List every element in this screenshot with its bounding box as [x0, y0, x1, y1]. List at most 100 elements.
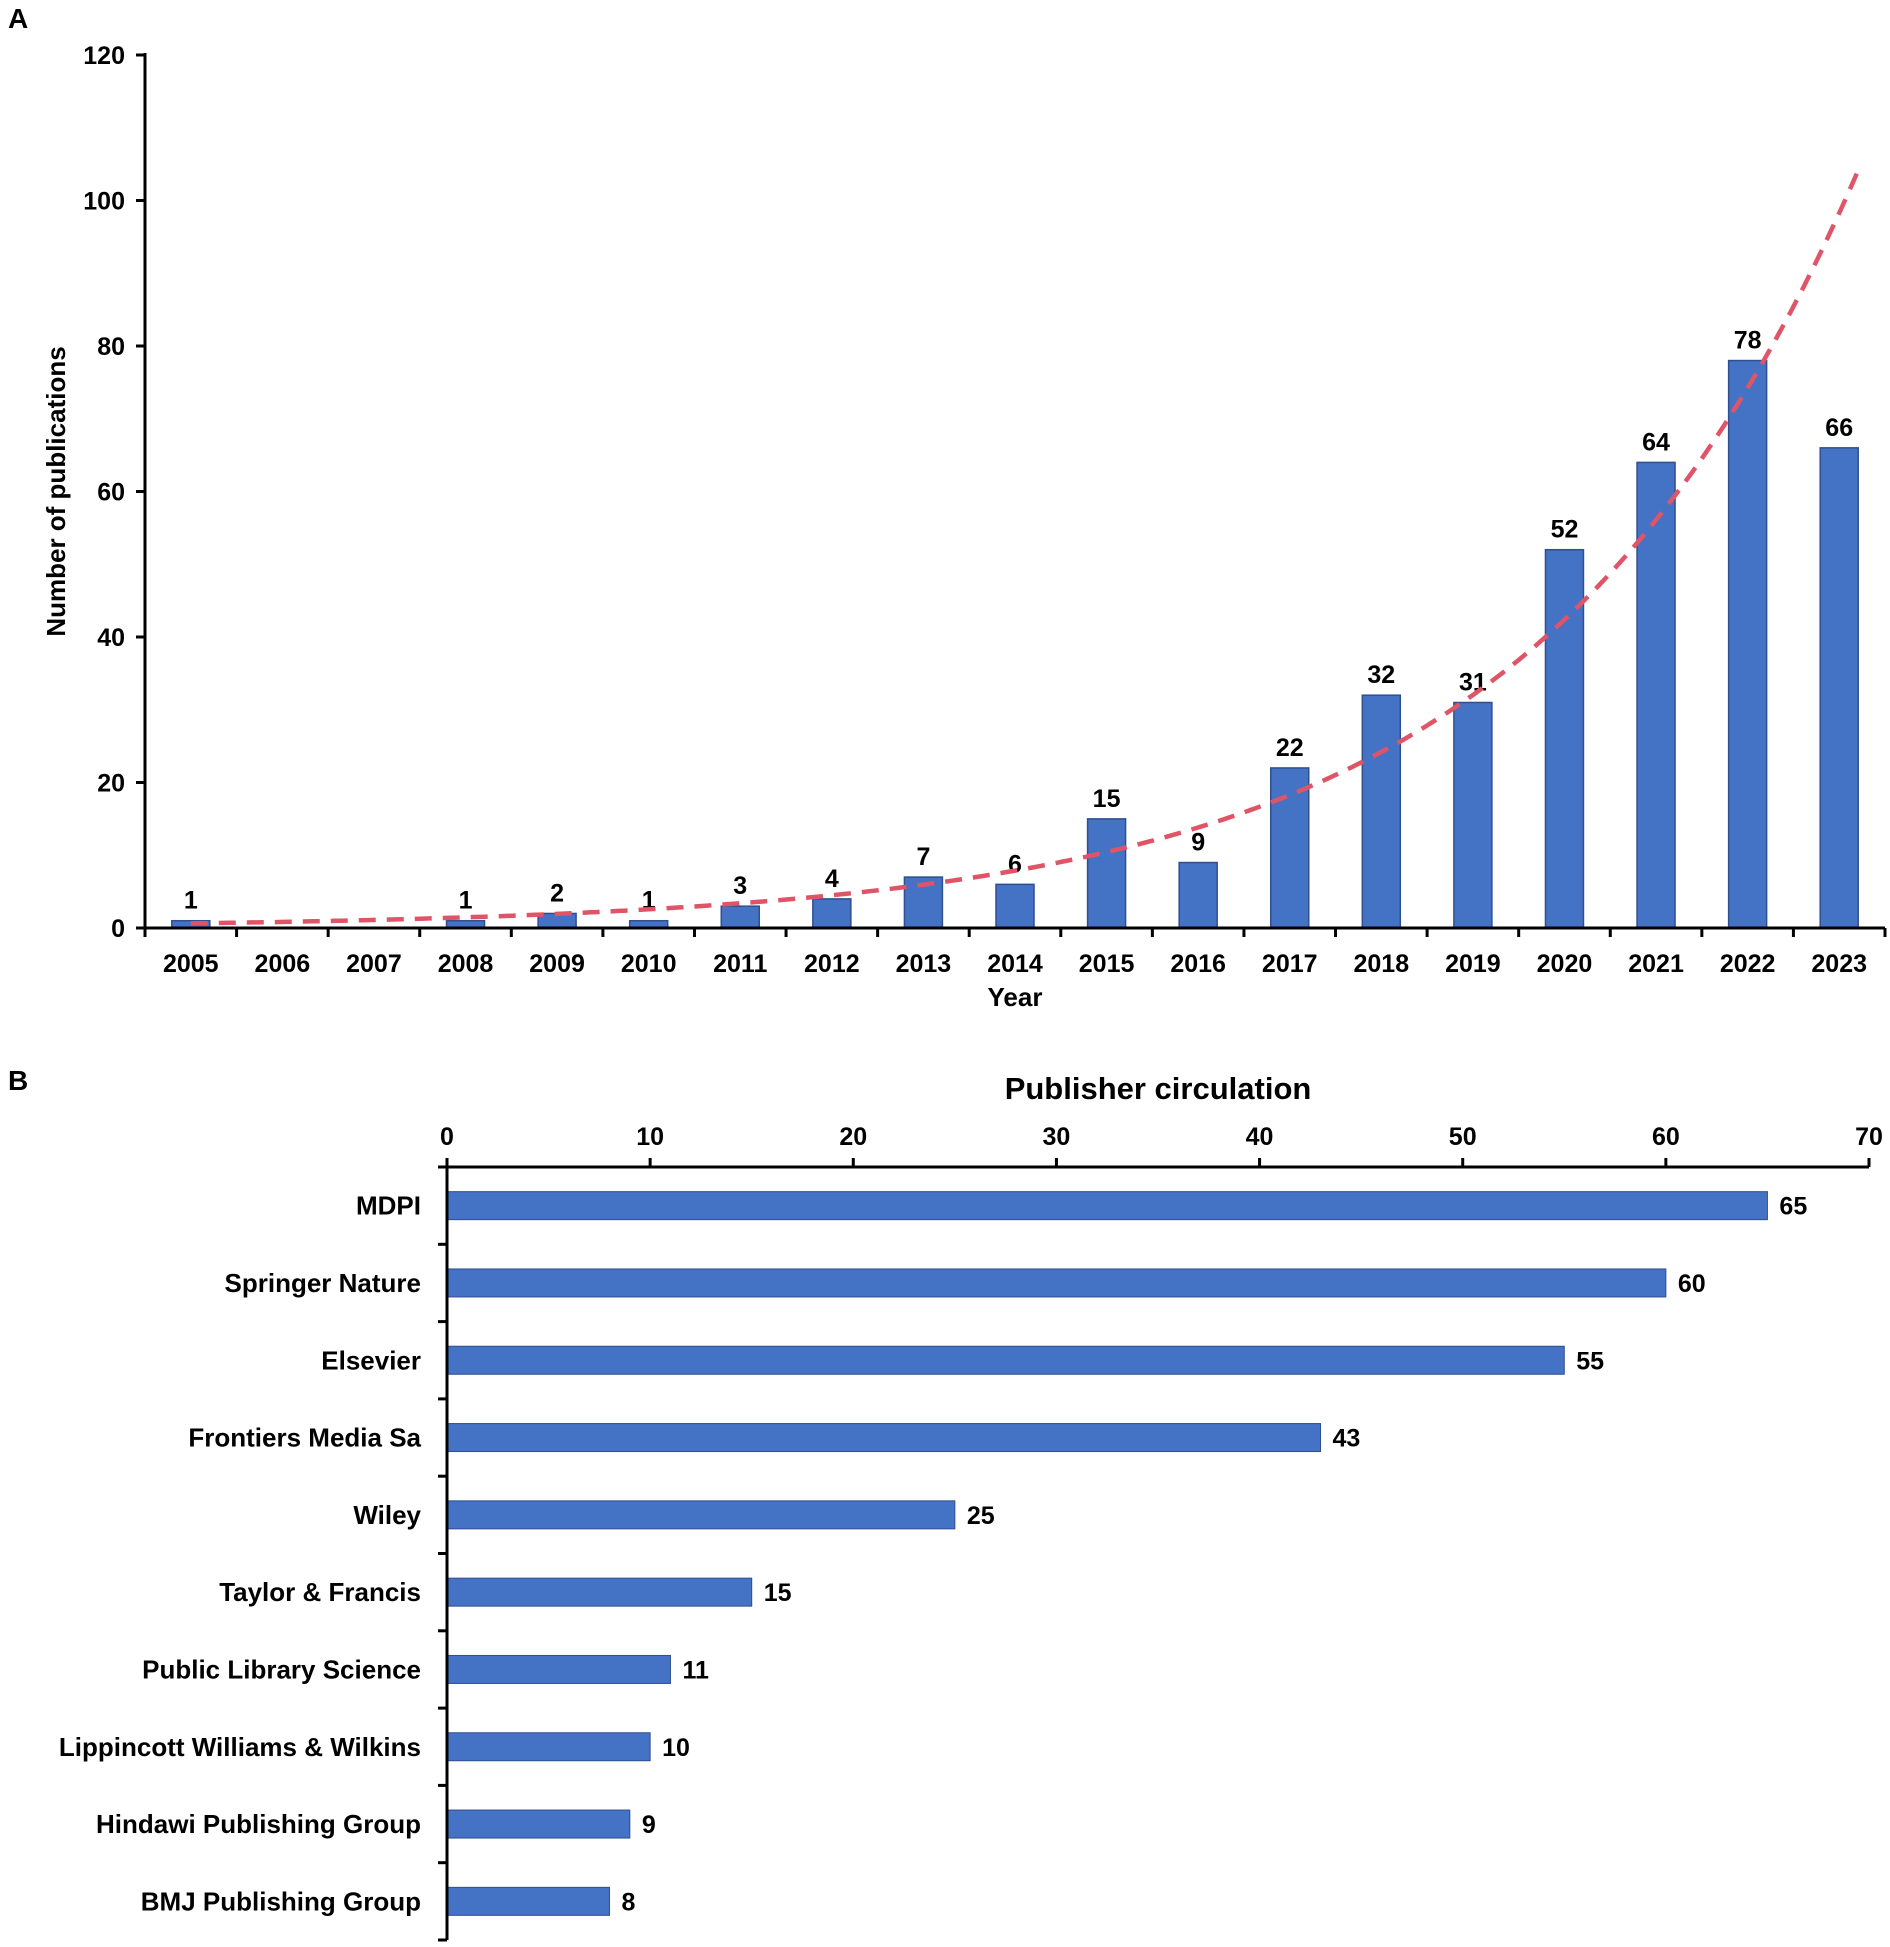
bar — [446, 1268, 1667, 1298]
x-tick-label: 2019 — [1445, 950, 1501, 978]
bar — [446, 1809, 631, 1839]
x-tick-label: 2012 — [804, 950, 860, 978]
category-label: Hindawi Publishing Group — [96, 1809, 421, 1839]
data-label: 15 — [1093, 785, 1121, 813]
data-label: 7 — [916, 843, 930, 871]
data-label: 25 — [967, 1502, 995, 1530]
x-tick-label: 2005 — [163, 950, 219, 978]
bar — [1544, 548, 1585, 929]
x-tick-label: 2007 — [346, 950, 402, 978]
bar — [812, 898, 852, 929]
y-tick-label: 120 — [83, 42, 125, 70]
bar — [1361, 694, 1402, 929]
x-axis-title: Year — [988, 982, 1043, 1012]
x-tick-label: 20 — [839, 1123, 867, 1151]
data-label: 1 — [184, 887, 198, 915]
data-label: 6 — [1008, 850, 1022, 878]
y-tick-label: 40 — [97, 624, 125, 652]
data-label: 9 — [642, 1811, 656, 1839]
data-label: 15 — [764, 1579, 792, 1607]
x-tick-label: 10 — [636, 1123, 664, 1151]
bar — [720, 905, 761, 929]
x-tick-label: 2020 — [1537, 950, 1593, 978]
x-tick-label: 50 — [1449, 1123, 1477, 1151]
x-tick-label: 2014 — [987, 950, 1043, 978]
x-tick-label: 2017 — [1262, 950, 1318, 978]
bar — [1819, 447, 1859, 929]
data-label: 4 — [825, 865, 839, 893]
bar — [446, 1500, 956, 1530]
x-tick-label: 2009 — [529, 950, 585, 978]
y-tick-label: 0 — [111, 915, 125, 943]
x-tick-label: 2006 — [255, 950, 311, 978]
x-tick-label: 2015 — [1079, 950, 1135, 978]
publications-per-year-chart: 0 20 40 60 80 100 1 201 1 2 1 3 4 7 6 15 9 22 32 31 52 64 78 66… — [41, 42, 1887, 1012]
category-label: Wiley — [353, 1500, 421, 1530]
bar — [1453, 701, 1493, 929]
y-tick-label: 80 — [97, 333, 125, 361]
x-tick-label: 70 — [1855, 1123, 1883, 1151]
y-tick-label: 60 — [97, 479, 125, 507]
bar — [446, 1886, 611, 1916]
data-label: 32 — [1367, 661, 1395, 689]
publisher-circulation-chart: Publisher circulation 0 10 20 30 40 50 60 70 65 MD… — [59, 1071, 1883, 1942]
data-label: 43 — [1333, 1425, 1361, 1453]
data-label: 78 — [1734, 327, 1762, 355]
data-label: 66 — [1825, 414, 1853, 442]
x-tick-label: 60 — [1652, 1123, 1680, 1151]
exponential-trendline — [190, 170, 1860, 926]
x-tick-label: 2011 — [713, 950, 767, 978]
chart-title: Publisher circulation — [1005, 1071, 1312, 1106]
data-label: 52 — [1551, 516, 1579, 544]
data-label: 31 — [1459, 668, 1487, 696]
data-label: 8 — [622, 1888, 636, 1916]
y-axis-title: Number of publications — [41, 346, 71, 636]
bar — [1269, 767, 1310, 929]
category-label: Lippincott Williams & Wilkins — [59, 1732, 421, 1762]
data-label: 55 — [1576, 1347, 1604, 1375]
x-tick-label: 2018 — [1354, 950, 1410, 978]
bar — [446, 1423, 1322, 1453]
panel-label-b: B — [8, 1065, 28, 1096]
bar — [1727, 359, 1768, 929]
bar — [446, 1654, 671, 1684]
bar — [1636, 461, 1676, 929]
data-label: 11 — [682, 1656, 709, 1684]
x-tick-label: 2016 — [1170, 950, 1226, 978]
y-tick-label: 100 — [83, 188, 125, 216]
x-tick-label: 2022 — [1720, 950, 1776, 978]
data-label: 3 — [733, 872, 747, 900]
y-tick-label: 20 — [97, 770, 125, 798]
bar — [446, 1577, 753, 1607]
bar — [1178, 861, 1218, 929]
x-tick-label: 2010 — [621, 950, 677, 978]
category-label: BMJ Publishing Group — [141, 1886, 421, 1916]
x-tick-label: 0 — [440, 1123, 454, 1151]
bar — [446, 1345, 1565, 1375]
x-tick-label: 2023 — [1811, 950, 1867, 978]
category-label: Frontiers Media Sa — [188, 1423, 421, 1453]
category-label: Springer Nature — [225, 1268, 422, 1298]
data-label: 1 — [459, 887, 473, 915]
category-label: MDPI — [356, 1191, 421, 1221]
bar — [1086, 818, 1127, 929]
x-tick-label: 2013 — [896, 950, 952, 978]
x-tick-label: 2008 — [438, 950, 494, 978]
x-tick-label: 30 — [1043, 1123, 1071, 1151]
x-tick-label: 2021 — [1628, 950, 1684, 978]
bar — [995, 883, 1035, 929]
data-label: 9 — [1191, 829, 1205, 857]
data-label: 10 — [662, 1734, 690, 1762]
x-tick-label: 40 — [1246, 1123, 1274, 1151]
data-label: 22 — [1276, 734, 1304, 762]
bar — [446, 1191, 1768, 1221]
panel-label-a: A — [8, 3, 28, 34]
data-label: 60 — [1678, 1270, 1706, 1298]
data-label: 65 — [1779, 1193, 1807, 1221]
data-label: 64 — [1642, 428, 1670, 456]
bar — [446, 1732, 651, 1762]
category-label: Taylor & Francis — [219, 1577, 421, 1607]
data-label: 2 — [550, 879, 564, 907]
category-label: Elsevier — [321, 1345, 421, 1375]
